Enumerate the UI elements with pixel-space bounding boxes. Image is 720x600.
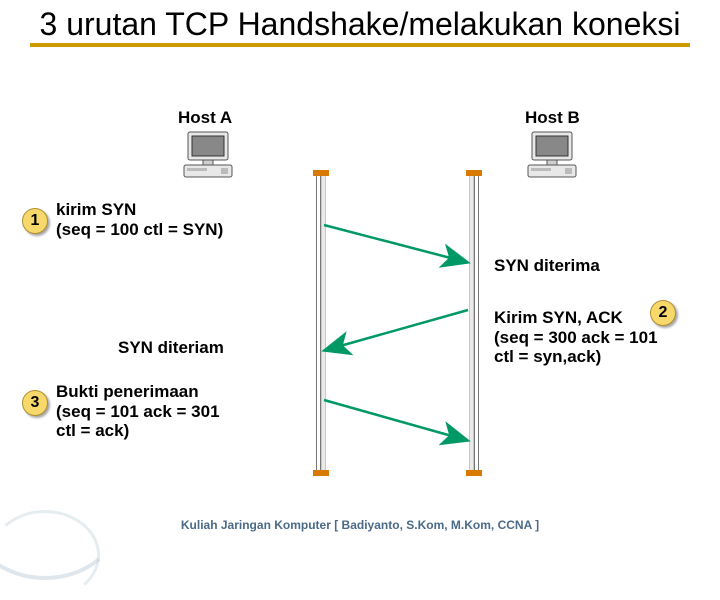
syn-received-b: SYN diterima	[494, 256, 600, 276]
arrow-ack	[324, 400, 466, 440]
step-badge-1: 1	[22, 208, 48, 234]
step-3-line1: Bukti penerimaan	[56, 382, 306, 402]
arrow-synack	[326, 310, 468, 350]
step-2-line1: Kirim SYN, ACK	[494, 308, 623, 327]
step-1-line2: (seq = 100 ctl = SYN)	[56, 220, 306, 240]
step-number: 3	[31, 394, 40, 412]
step-3-line3: ctl = ack)	[56, 421, 306, 441]
syn-received-a: SYN diteriam	[118, 338, 224, 358]
decorative-swirl	[0, 510, 100, 600]
step-1-line1: kirim SYN	[56, 200, 306, 220]
step-2-line3: ctl = syn,ack)	[494, 347, 601, 366]
arrows-layer	[0, 0, 720, 540]
step-1-text: kirim SYN (seq = 100 ctl = SYN)	[56, 200, 306, 239]
step-3-line2: (seq = 101 ack = 301	[56, 402, 306, 422]
step-badge-2: 2	[650, 300, 676, 326]
arrow-syn	[324, 225, 466, 262]
step-number: 2	[659, 304, 668, 322]
step-number: 1	[31, 212, 40, 230]
step-badge-3: 3	[22, 390, 48, 416]
step-3-text: Bukti penerimaan (seq = 101 ack = 301 ct…	[56, 382, 306, 441]
step-2-line2: (seq = 300 ack = 101	[494, 328, 658, 347]
